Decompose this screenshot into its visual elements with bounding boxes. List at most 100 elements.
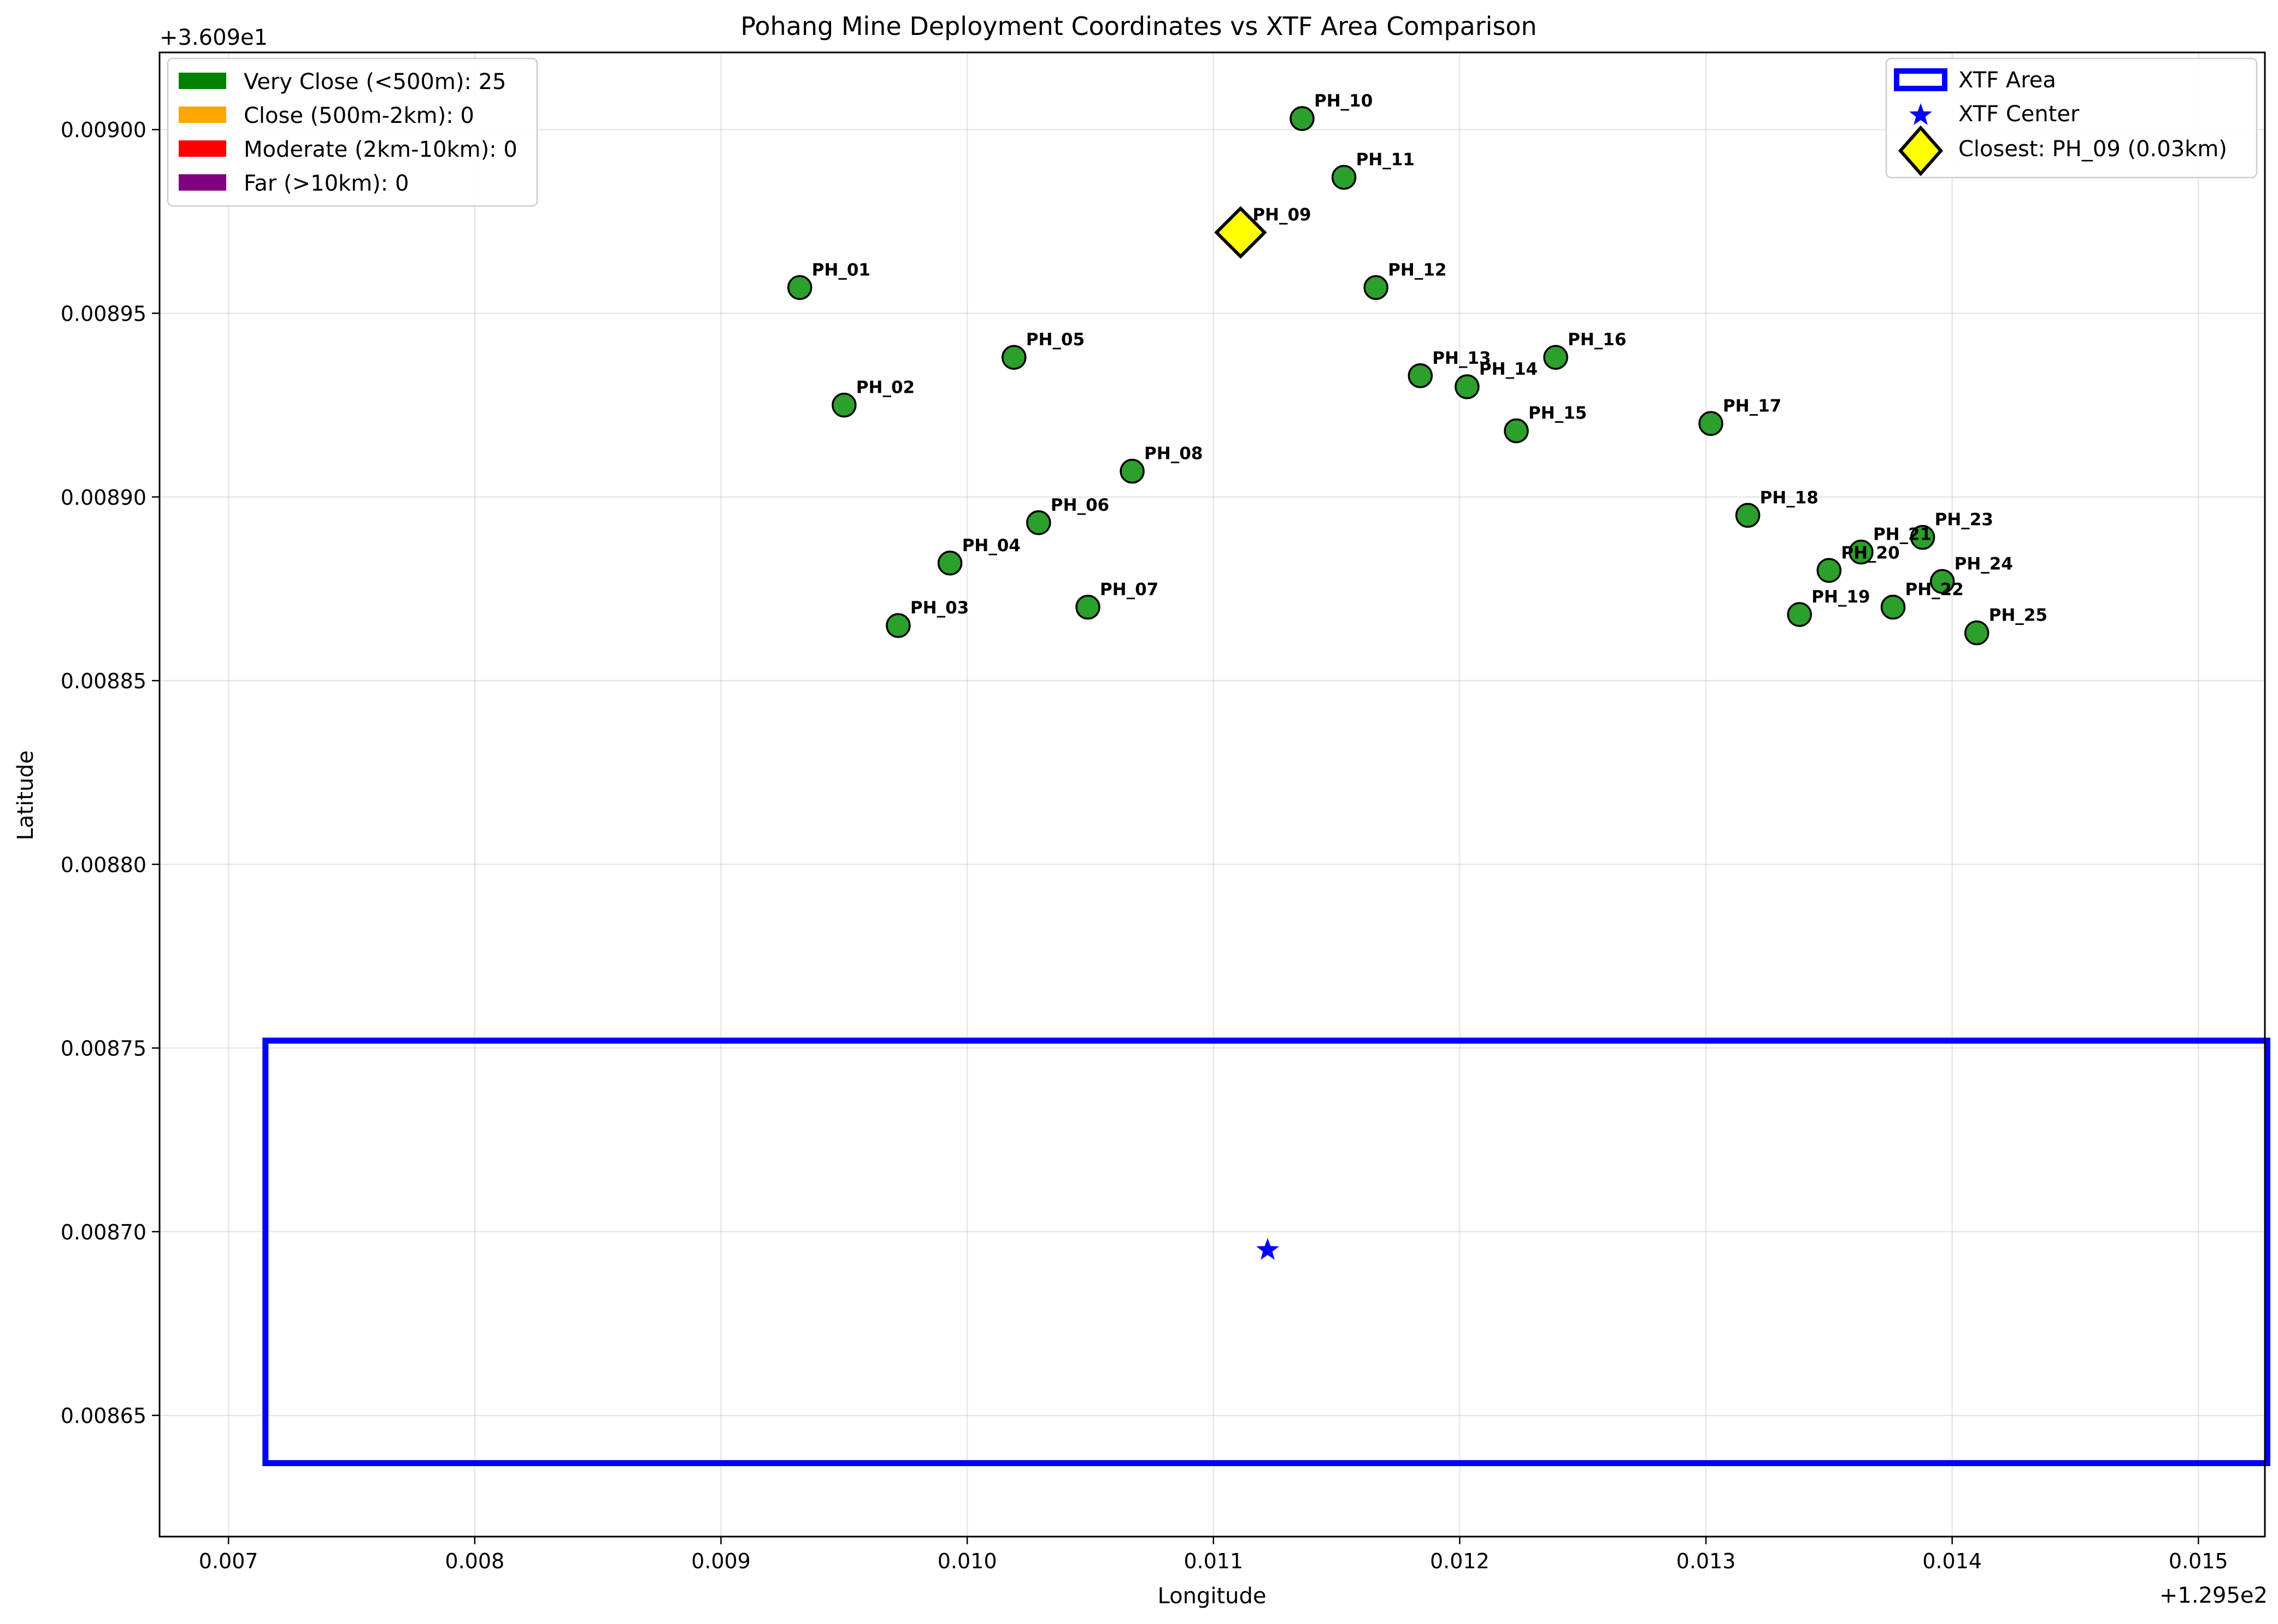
- legend-frame: [167, 57, 538, 207]
- point-label: PH_12: [1388, 260, 1446, 280]
- point-ph-06: [1026, 510, 1051, 535]
- point-ph-13: [1408, 363, 1433, 388]
- legend-swatch: [179, 73, 226, 89]
- point-ph-19: [1787, 602, 1812, 627]
- point-label: PH_09: [1252, 205, 1311, 225]
- point-label: PH_23: [1935, 510, 1993, 530]
- legend-label: Close (500m-2km): 0: [244, 103, 474, 128]
- x-tick-label: 0.015: [2169, 1549, 2228, 1573]
- point-label: PH_06: [1051, 495, 1109, 515]
- point-label: PH_13: [1432, 349, 1491, 368]
- point-ph-22: [1880, 594, 1906, 620]
- point-ph-14: [1455, 374, 1480, 399]
- point-label: PH_02: [856, 378, 915, 398]
- legend-label: Moderate (2km-10km): 0: [244, 137, 517, 162]
- point-ph-01: [787, 275, 813, 300]
- x-ticks: 0.007 0.008 0.009 0.010 0.011 0.012 0.013 0.014…: [199, 1537, 2228, 1573]
- legend-label: Closest: PH_09 (0.03km): [1958, 137, 2227, 162]
- legend-swatch: [179, 174, 226, 191]
- point-label: PH_20: [1841, 543, 1899, 563]
- legend-markers: XTF Area XTF Center Closest: PH_09 (0.03…: [1885, 57, 2258, 179]
- point-ph-12: [1363, 275, 1388, 300]
- point-ph-25: [1964, 620, 1989, 646]
- legend-diamond-icon: [1898, 125, 1943, 176]
- xtf-area-rect: [262, 1037, 2271, 1466]
- x-tick-label: 0.013: [1676, 1549, 1736, 1573]
- y-offset-label: +3.609e1: [160, 25, 268, 50]
- y-axis-label: Latitude: [13, 751, 38, 841]
- point-label: PH_10: [1314, 91, 1373, 111]
- point-label: PH_04: [962, 536, 1021, 556]
- point-label: PH_25: [1989, 606, 2047, 625]
- grid: [160, 52, 2265, 1537]
- legend-swatch: [179, 107, 226, 123]
- y-tick-label: 0.00890: [61, 486, 146, 510]
- legend-label: Very Close (<500m): 25: [244, 69, 507, 95]
- point-label: PH_17: [1723, 396, 1781, 416]
- point-label: PH_07: [1100, 580, 1158, 600]
- legend-categories: Very Close (<500m): 25 Close (500m-2km): …: [167, 57, 538, 207]
- y-tick-label: 0.00880: [61, 853, 146, 877]
- chart-title: Pohang Mine Deployment Coordinates vs XT…: [740, 11, 1537, 41]
- point-label: PH_19: [1811, 587, 1870, 607]
- x-tick-label: 0.014: [1922, 1549, 1982, 1573]
- legend-label: XTF Center: [1958, 102, 2080, 127]
- point-label: PH_18: [1760, 488, 1818, 507]
- x-offset-label: +1.295e2: [2159, 1583, 2268, 1608]
- legend-label: XTF Area: [1958, 68, 2056, 93]
- point-ph-15: [1504, 418, 1529, 444]
- x-tick-label: 0.009: [691, 1549, 751, 1573]
- point-label: PH_24: [1955, 554, 2013, 574]
- point-ph-11: [1331, 164, 1357, 190]
- x-tick-label: 0.010: [938, 1549, 997, 1573]
- x-tick-label: 0.011: [1184, 1549, 1243, 1573]
- y-tick-label: 0.00900: [61, 118, 146, 142]
- point-ph-10: [1290, 106, 1315, 131]
- point-label: PH_05: [1026, 330, 1085, 350]
- point-ph-21: [1849, 539, 1874, 565]
- point-ph-08: [1120, 458, 1145, 484]
- y-tick-label: 0.00875: [61, 1037, 146, 1061]
- point-ph-24: [1929, 569, 1955, 594]
- xtf-area-layer: [262, 1037, 2271, 1466]
- point-ph-03: [886, 613, 911, 638]
- x-axis-label: Longitude: [1158, 1584, 1267, 1609]
- legend-star-icon: [1909, 103, 1932, 125]
- point-label: PH_16: [1568, 330, 1626, 350]
- legend-swatch-xtf-area: [1894, 68, 1947, 91]
- point-ph-20: [1816, 558, 1842, 583]
- y-tick-label: 0.00885: [61, 669, 146, 693]
- point-ph-23: [1910, 524, 1935, 550]
- x-tick-label: 0.007: [199, 1549, 258, 1573]
- point-ph-18: [1735, 503, 1761, 528]
- point-label: PH_03: [910, 598, 969, 618]
- y-ticks: 0.00865 0.00870 0.00875 0.00880 0.00885 0.008…: [61, 118, 160, 1428]
- point-label: PH_21: [1873, 525, 1932, 545]
- y-tick-label: 0.00865: [61, 1404, 146, 1428]
- xtf-center-star-icon: [1256, 1238, 1279, 1260]
- point-ph-16: [1543, 345, 1568, 370]
- point-ph-04: [937, 551, 963, 576]
- point-label: PH_22: [1905, 580, 1964, 600]
- point-label: PH_01: [812, 260, 870, 280]
- point-ph-07: [1075, 594, 1100, 620]
- closest-marker-diamond-icon: [1214, 206, 1267, 259]
- x-tick-label: 0.008: [445, 1549, 504, 1573]
- point-ph-05: [1001, 345, 1027, 370]
- y-tick-label: 0.00870: [61, 1220, 146, 1244]
- point-label: PH_11: [1356, 150, 1415, 170]
- legend-label: Far (>10km): 0: [244, 171, 409, 196]
- legend-swatch: [179, 140, 226, 157]
- point-label: PH_08: [1144, 444, 1203, 464]
- point-label: PH_14: [1479, 359, 1538, 379]
- x-tick-label: 0.012: [1430, 1549, 1490, 1573]
- y-tick-label: 0.00895: [61, 302, 146, 326]
- legend-frame: [1885, 57, 2258, 179]
- plot-frame: [158, 51, 2266, 1538]
- point-ph-17: [1698, 411, 1723, 436]
- point-label: PH_15: [1528, 404, 1587, 423]
- point-labels-layer: PH_01 PH_02 PH_03 PH_04 PH_05 PH_06 PH_07 PH_08…: [812, 91, 2047, 625]
- points-layer: [787, 106, 1989, 646]
